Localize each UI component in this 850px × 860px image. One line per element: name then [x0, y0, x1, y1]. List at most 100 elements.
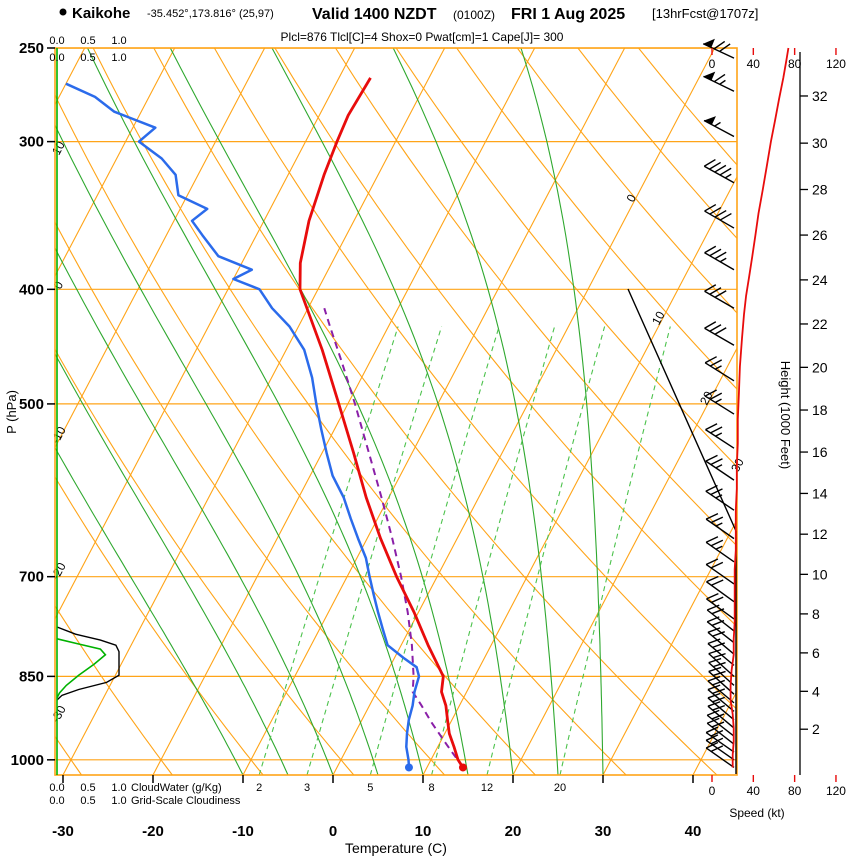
- height-tick-label: 26: [812, 227, 828, 243]
- cloudiness-scale-tick: 0.0: [49, 52, 64, 64]
- speed-tick-label: 80: [788, 57, 802, 71]
- cloudwater-scale-tick: 0.5: [80, 35, 95, 47]
- pressure-tick-label: 700: [19, 569, 44, 586]
- sounding-curves: [65, 77, 467, 772]
- height-tick-label: 18: [812, 402, 828, 418]
- height-tick-label: 24: [812, 272, 828, 288]
- cloudwater-scale-tick: 1.0: [111, 35, 126, 47]
- dry-adiabat-label: -20: [48, 560, 69, 582]
- mixing-ratio-label: 2: [256, 782, 262, 794]
- forecast-info: [13hrFcst@1707z]: [652, 6, 758, 21]
- pressure-axis-label: P (hPa): [4, 390, 19, 434]
- speed-tick-label: 40: [747, 57, 761, 71]
- valid-time: Valid 1400 NZDT: [312, 6, 437, 23]
- temperature-tick-label: -20: [142, 823, 164, 840]
- cloudwater-scale-tick: 0.0: [49, 782, 64, 794]
- parcel-curve: [323, 307, 464, 769]
- cloud-profiles: [56, 626, 120, 701]
- temperature-axis: -30 -20 -10 0 10 20 30 40 Temperature (C): [52, 775, 701, 856]
- isotherm-lines: [55, 48, 737, 775]
- station-coords: -35.452°,173.816° (25,97): [147, 8, 274, 20]
- temperature-curve: [298, 77, 465, 769]
- cloudiness-scale-tick: 1.0: [111, 52, 126, 64]
- sounding-params: Plcl=876 Tlcl[C]=4 Shox=0 Pwat[cm]=1 Cap…: [281, 30, 564, 44]
- valid-date: FRI 1 Aug 2025: [511, 6, 625, 23]
- pressure-tick-label: 250: [19, 40, 44, 57]
- pressure-axis: 250 300 400 500 700 850 1000 P (hPa): [4, 40, 55, 769]
- temperature-tick-label: -10: [232, 823, 254, 840]
- valid-utc: (0100Z): [453, 8, 495, 22]
- dewpoint-curve: [65, 82, 421, 768]
- mixing-ratio-lines: [258, 326, 671, 775]
- cloudwater-legend: CloudWater (g/Kg): [131, 782, 222, 794]
- speed-tick-label: 40: [747, 784, 761, 798]
- station-name: Kaikohe: [72, 5, 130, 22]
- pressure-tick-label: 500: [19, 396, 44, 413]
- surface-dewpoint-dot: [404, 763, 413, 772]
- dry-adiabats: [55, 48, 737, 775]
- cloudwater-scale-tick: 0.0: [49, 35, 64, 47]
- plot-frame: [54, 47, 738, 776]
- dry-adiabat-label: -30: [48, 703, 69, 725]
- cloudiness-legend: Grid-Scale Cloudiness: [131, 795, 241, 807]
- height-tick-label: 12: [812, 526, 828, 542]
- station-bullet-icon: [59, 8, 67, 16]
- chart-header: Kaikohe -35.452°,173.816° (25,97) Valid …: [59, 5, 758, 44]
- cloudwater-scale-tick: 0.5: [80, 782, 95, 794]
- temperature-tick-label: -30: [52, 823, 74, 840]
- temperature-axis-label: Temperature (C): [345, 840, 447, 856]
- cloudwater-scale-tick: 1.0: [111, 782, 126, 794]
- cloudiness-curve: [56, 626, 120, 701]
- temperature-tick-label: 40: [685, 823, 702, 840]
- temperature-tick-label: 20: [505, 823, 522, 840]
- speed-tick-label: 80: [788, 784, 802, 798]
- cloudwater-curve: [56, 638, 107, 699]
- pressure-tick-label: 300: [19, 134, 44, 151]
- mixing-ratio-label: 20: [554, 782, 566, 794]
- cloudiness-scale-tick: 0.5: [80, 795, 95, 807]
- height-tick-label: 22: [812, 316, 828, 332]
- height-tick-label: 10: [812, 566, 828, 582]
- speed-tick-label: 0: [709, 57, 716, 71]
- height-tick-label: 28: [812, 181, 828, 197]
- speed-tick-label: 0: [709, 784, 716, 798]
- pressure-tick-label: 1000: [11, 752, 44, 769]
- mixing-ratio-label: 12: [481, 782, 493, 794]
- height-tick-label: 8: [812, 606, 820, 622]
- height-tick-label: 6: [812, 645, 820, 661]
- pressure-tick-label: 850: [19, 668, 44, 685]
- pressure-tick-label: 400: [19, 281, 44, 298]
- speed-axis: 0 0 40 40 80 80 120 120 Speed (kt): [709, 47, 846, 820]
- cloudiness-scale-tick: 0.0: [49, 795, 64, 807]
- height-tick-label: 14: [812, 485, 828, 501]
- speed-axis-label: Speed (kt): [729, 806, 784, 820]
- speed-tick-label: 120: [826, 784, 846, 798]
- moist-adiabats: [55, 48, 604, 775]
- cloudiness-scale-tick: 1.0: [111, 795, 126, 807]
- speed-tick-label: 120: [826, 57, 846, 71]
- mixing-ratio-label: 5: [367, 782, 373, 794]
- temperature-tick-label: 0: [329, 823, 337, 840]
- height-tick-label: 4: [812, 683, 820, 699]
- mixing-ratio-label: 3: [304, 782, 310, 794]
- cloud-scales: 0.00.00.00.00.50.50.50.51.01.01.01.0Clou…: [49, 35, 241, 807]
- height-tick-label: 16: [812, 444, 828, 460]
- height-tick-label: 20: [812, 359, 828, 375]
- isotherm-label: 10: [649, 309, 668, 328]
- skewt-grid: [55, 48, 737, 775]
- moist-adiabat-label: 10: [49, 139, 68, 158]
- temperature-tick-label: 10: [415, 823, 432, 840]
- height-axis-label: Height (1000 Feet): [778, 361, 793, 469]
- height-tick-label: 30: [812, 135, 828, 151]
- wind-speed-curve: [729, 47, 790, 768]
- mixing-ratio-label: 8: [429, 782, 435, 794]
- height-tick-label: 32: [812, 88, 828, 104]
- temperature-tick-label: 30: [595, 823, 612, 840]
- wind-barbs: [702, 38, 735, 769]
- surface-temperature-dot: [458, 763, 467, 772]
